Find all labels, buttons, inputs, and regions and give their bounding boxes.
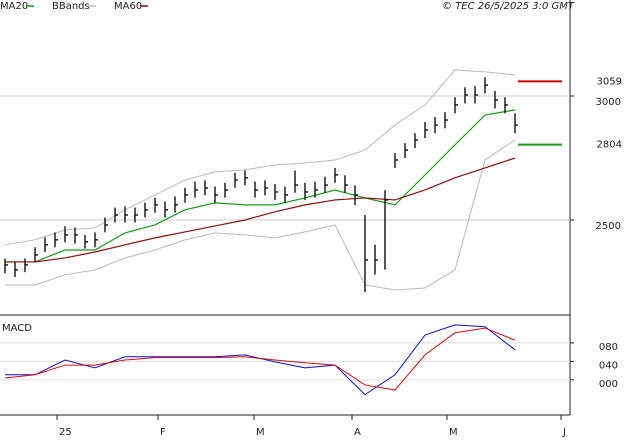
y-tick-label: 3000 [596,97,621,108]
y-tick-label: 000 [599,379,618,390]
legend-label: BBands [52,1,90,12]
price-marker-label: 2804 [597,140,622,151]
x-tick-label: M [449,427,458,438]
copyright: © TEC 26/5/2025 3:0 GMT [442,1,575,12]
y-tick-label: 080 [599,342,618,353]
macd-line [5,324,516,396]
price-marker-label: 3059 [597,76,622,87]
macd-title: MACD [2,323,32,334]
x-tick-label: F [160,427,166,438]
ma-line [5,157,516,263]
x-tick-label: M [256,427,265,438]
x-tick-label: J [562,427,566,438]
y-tick-label: 2500 [596,221,621,232]
macd-line [4,327,516,391]
legend-label: MA20 [0,1,28,12]
x-tick-label: A [354,427,361,438]
x-tick-label: 25 [59,427,72,438]
legend-label: MA60 [114,1,142,12]
y-tick-label: 040 [599,360,618,371]
bband-lower [5,139,516,291]
bband-upper [4,69,516,246]
ma-line [5,109,516,263]
